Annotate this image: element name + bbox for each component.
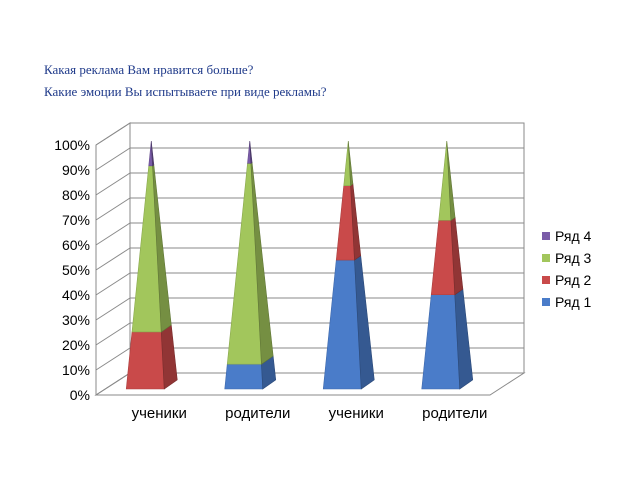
legend: Ряд 4 Ряд 3 Ряд 2 Ряд 1 <box>542 228 592 310</box>
pyramid-segment-side <box>150 140 155 167</box>
gridline <box>95 122 524 146</box>
gridline <box>95 247 524 271</box>
x-category-label: родители <box>225 405 290 422</box>
y-tick-label: 40% <box>62 287 90 303</box>
pyramid-segment-side <box>249 140 253 164</box>
gridline <box>95 272 524 296</box>
legend-swatch <box>542 276 550 284</box>
y-tick-label: 70% <box>62 212 90 228</box>
pyramid-4 <box>421 140 474 390</box>
gridline <box>95 222 524 246</box>
legend-label: Ряд 1 <box>555 294 592 310</box>
pyramid-segment-side <box>160 324 178 390</box>
y-tick-label: 50% <box>62 262 90 278</box>
y-tick-label: 30% <box>62 312 90 328</box>
pyramids <box>125 140 474 390</box>
y-tick-label: 100% <box>54 137 90 153</box>
gridline <box>95 147 524 171</box>
x-category-label: ученики <box>329 405 384 422</box>
pyramid-segment <box>421 294 461 390</box>
legend-label: Ряд 2 <box>555 272 592 288</box>
y-tick-label: 0% <box>70 387 90 403</box>
legend-swatch <box>542 298 550 306</box>
gridline <box>95 347 524 371</box>
gridline <box>95 322 524 346</box>
gridline <box>95 297 524 321</box>
x-category-label: ученики <box>132 405 187 422</box>
y-tick-label: 90% <box>62 162 90 178</box>
gridline <box>95 197 524 221</box>
pyramid-segment-side <box>347 140 354 187</box>
gridlines <box>95 122 524 396</box>
y-axis-ticks: 0% 10% 20% 30% 40% 50% 60% 70% 80% 90% 100% <box>54 137 90 403</box>
gridline <box>95 172 524 196</box>
pyramid-segment-side <box>446 140 456 221</box>
pyramid-1 <box>125 140 178 390</box>
pyramid-segment <box>224 363 264 390</box>
chart-title-line-2: Какие эмоции Вы испытываете при виде рек… <box>44 84 327 99</box>
x-axis-categories: ученики родители ученики родители <box>132 405 488 422</box>
y-tick-label: 10% <box>62 362 90 378</box>
pyramid-2 <box>224 140 277 390</box>
pyramid-3 <box>322 140 375 390</box>
y-tick-label: 20% <box>62 337 90 353</box>
legend-swatch <box>542 254 550 262</box>
legend-label: Ряд 3 <box>555 250 592 266</box>
legend-swatch <box>542 232 550 240</box>
x-category-label: родители <box>422 405 487 422</box>
y-tick-label: 60% <box>62 237 90 253</box>
pyramid-segment <box>125 331 165 390</box>
chart-title-line-1: Какая реклама Вам нравится больше? <box>44 62 254 77</box>
legend-label: Ряд 4 <box>555 228 592 244</box>
y-tick-label: 80% <box>62 187 90 203</box>
